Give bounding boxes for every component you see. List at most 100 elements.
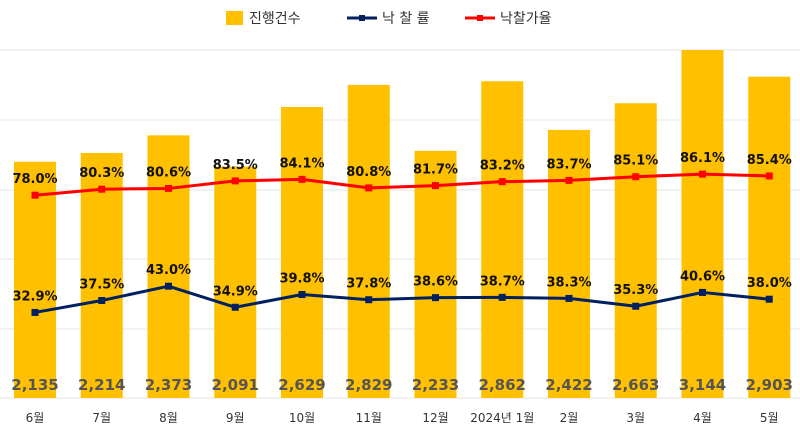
value-label-price-rate: 85.1%	[613, 154, 658, 169]
point-price-rate	[432, 182, 439, 190]
point-sale-rate	[231, 303, 239, 311]
point-sale-rate	[432, 294, 439, 302]
x-tick-label: 4월	[693, 411, 712, 425]
value-label-price-rate: 81.7%	[413, 163, 458, 178]
bar-value-label: 2,214	[78, 376, 125, 394]
x-tick-label: 2월	[560, 411, 579, 425]
value-label-price-rate: 80.3%	[79, 166, 124, 181]
bar-10	[681, 50, 724, 398]
x-tick-label: 2024년 1월	[470, 411, 534, 425]
x-tick-label: 3월	[626, 411, 645, 425]
value-label-price-rate: 86.1%	[680, 151, 725, 166]
point-price-rate	[498, 178, 506, 186]
value-label-sale-rate: 34.9%	[213, 284, 258, 299]
legend-label-price-rate: 낙찰가율	[500, 11, 552, 27]
bar-value-label: 2,135	[11, 376, 58, 394]
value-label-price-rate: 80.6%	[146, 165, 191, 180]
value-label-price-rate: 85.4%	[747, 153, 792, 168]
value-label-sale-rate: 35.3%	[613, 283, 658, 298]
point-sale-rate	[98, 297, 106, 304]
x-tick-label: 8월	[159, 411, 178, 425]
bar-value-label: 2,903	[746, 376, 793, 394]
value-label-price-rate: 83.7%	[546, 157, 591, 172]
x-tick-label: 9월	[226, 411, 245, 425]
x-tick-label: 6월	[26, 411, 45, 425]
point-sale-rate	[765, 295, 773, 303]
point-price-rate	[632, 173, 640, 181]
point-sale-rate	[699, 288, 706, 296]
value-label-sale-rate: 39.8%	[279, 272, 324, 287]
value-label-price-rate: 83.5%	[213, 158, 258, 173]
legend-label-sale-rate: 낙 찰 률	[382, 11, 430, 27]
bar-series-cases	[14, 50, 791, 399]
bar-value-label: 3,144	[679, 376, 726, 394]
value-label-price-rate: 83.2%	[480, 159, 525, 174]
bar-value-label: 2,422	[545, 376, 592, 394]
line-price-rate	[34, 172, 770, 197]
bar-4	[281, 107, 323, 398]
x-tick-label: 10월	[289, 411, 315, 425]
point-sale-rate	[365, 296, 373, 304]
point-price-rate	[298, 175, 306, 183]
bar-2	[147, 135, 190, 398]
point-price-rate	[231, 177, 239, 185]
bar-value-label: 2,629	[278, 376, 325, 394]
bar-11	[748, 76, 791, 399]
bar-6	[414, 150, 457, 398]
value-label-sale-rate: 43.0%	[146, 263, 191, 278]
point-price-rate	[365, 184, 373, 192]
point-price-rate	[765, 172, 773, 180]
value-label-sale-rate: 37.8%	[346, 277, 391, 292]
legend-item-sale-rate: 낙 찰 률	[347, 11, 430, 27]
bar-value-label: 2,091	[212, 376, 259, 394]
value-label-sale-rate: 38.0%	[747, 276, 792, 291]
point-sale-rate	[632, 302, 640, 310]
line-series	[31, 170, 773, 316]
bar-1	[80, 152, 123, 398]
point-price-rate	[699, 170, 706, 178]
value-label-price-rate: 84.1%	[279, 156, 324, 171]
bar-5	[347, 84, 390, 399]
value-label-price-rate: 80.8%	[346, 165, 391, 180]
bar-value-label: 2,663	[612, 376, 659, 394]
legend-marker-sale-rate	[359, 15, 365, 21]
bar-0	[14, 161, 56, 398]
point-sale-rate	[298, 291, 306, 299]
x-tick-label: 11월	[356, 411, 382, 425]
point-price-rate	[165, 184, 172, 192]
point-sale-rate	[31, 308, 39, 316]
legend: 진행건수 낙 찰 률 낙찰가율	[226, 11, 552, 27]
line-value-labels: 78.0% 80.3% 80.6% 83.5% 84.1% 80.8% 81.7% 83.2%…	[12, 151, 791, 304]
legend-item-cases: 진행건수	[226, 11, 301, 27]
value-label-sale-rate: 37.5%	[79, 278, 124, 293]
legend-marker-price-rate	[477, 15, 483, 21]
point-price-rate	[565, 176, 573, 184]
legend-swatch-cases	[226, 11, 243, 25]
point-sale-rate	[165, 282, 172, 290]
value-label-sale-rate: 38.7%	[480, 274, 525, 289]
value-label-sale-rate: 38.6%	[413, 275, 458, 290]
bar-9	[614, 103, 657, 399]
line-sale-rate	[34, 284, 770, 314]
value-label-sale-rate: 32.9%	[12, 289, 57, 304]
x-tick-label: 5월	[760, 411, 779, 425]
point-sale-rate	[498, 293, 506, 301]
bar-7	[481, 81, 524, 398]
point-price-rate	[31, 191, 39, 199]
bar-value-label: 2,829	[345, 376, 392, 394]
bar-value-labels: 2,135 2,214 2,373 2,091 2,629 2,829 2,233 2,862…	[11, 376, 793, 394]
value-label-sale-rate: 40.6%	[680, 269, 725, 284]
point-sale-rate	[565, 294, 573, 302]
x-tick-label: 7월	[92, 411, 111, 425]
value-label-sale-rate: 38.3%	[546, 275, 591, 290]
legend-label-cases: 진행건수	[249, 11, 301, 27]
bar-8	[548, 129, 590, 399]
bar-value-label: 2,862	[479, 376, 526, 394]
bar-value-label: 2,233	[412, 376, 459, 394]
bar-3	[214, 166, 257, 398]
x-axis-ticks: 6월 7월 8월 9월 10월 11월 12월 2024년 1월 2월 3월 4월 5월	[26, 411, 779, 425]
bar-value-label: 2,373	[145, 376, 192, 394]
legend-item-price-rate: 낙찰가율	[465, 11, 552, 27]
